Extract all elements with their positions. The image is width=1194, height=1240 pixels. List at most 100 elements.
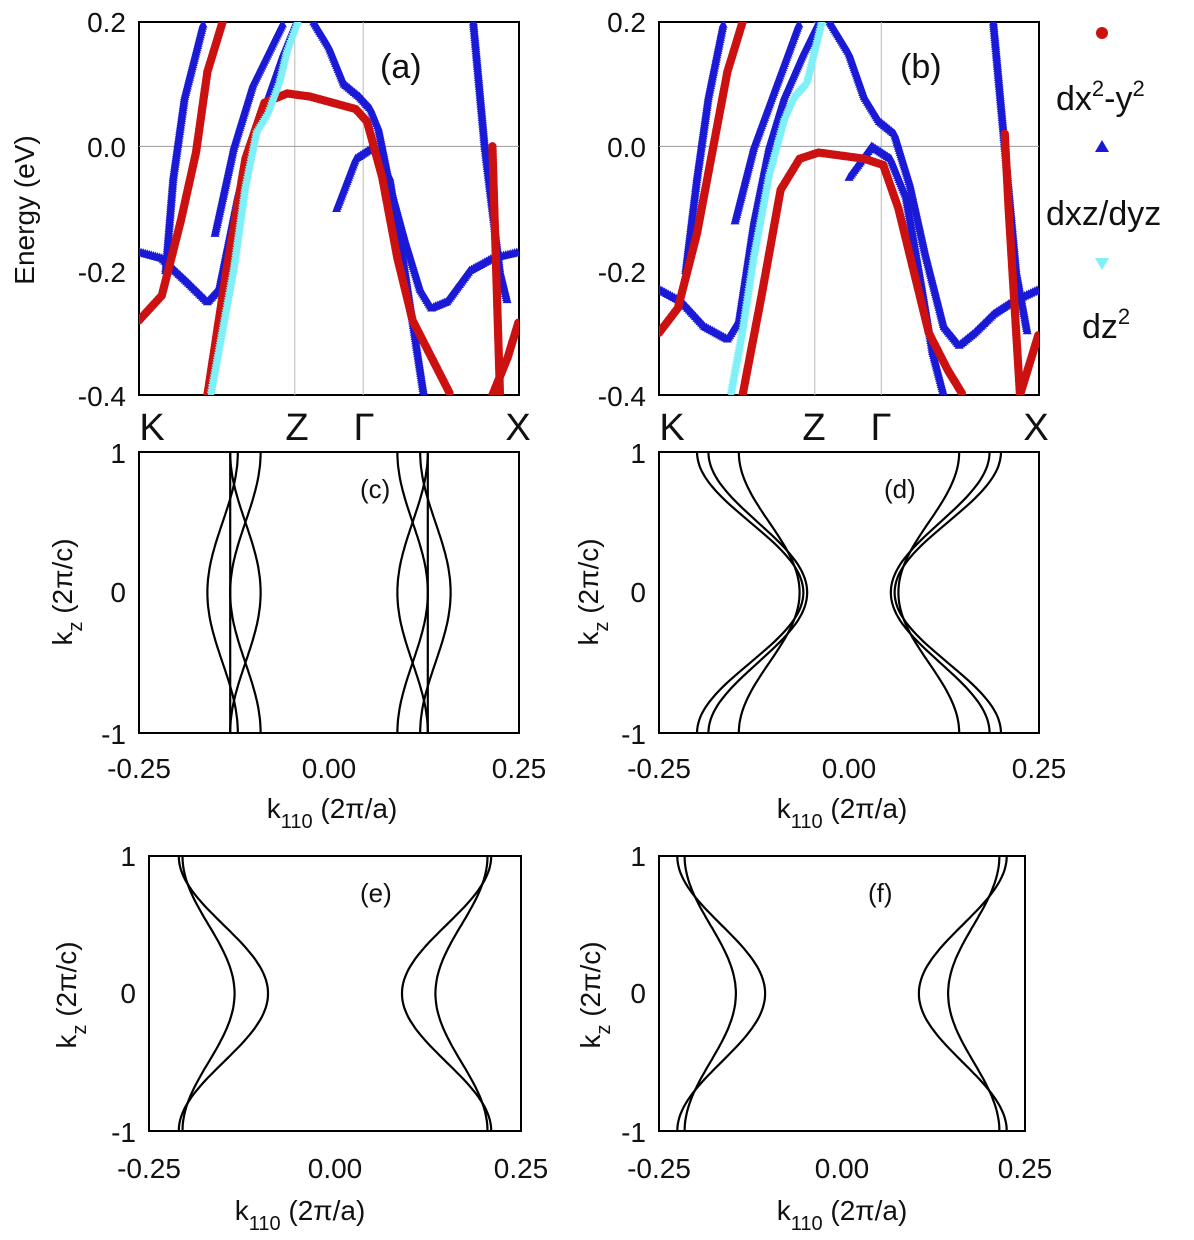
panel-a-xlabel-K: K — [139, 407, 164, 449]
legend-dx2y2-sup1: 2 — [1092, 76, 1104, 101]
panel-f-ylabel-rest: (2π/c) — [575, 941, 606, 1024]
legend-marker-dz2 — [1095, 258, 1109, 270]
panel-d-ytick-1: 1 — [630, 438, 646, 469]
panel-c-ylabel-sub: z — [65, 622, 87, 632]
band-point-dx2y2 — [219, 22, 227, 24]
band-point-dx2y2 — [741, 8, 749, 16]
panel-c-xlabel-rest: (2π/a) — [313, 793, 398, 824]
band-point-dx2y2 — [1034, 331, 1039, 340]
panel-e-xlabel: k110 (2π/a) — [235, 1195, 366, 1235]
panel-f-xtick--0.25: -0.25 — [627, 1153, 691, 1184]
panel-d-ytick-0: 0 — [630, 577, 646, 608]
fermi-surface-curve — [396, 452, 429, 733]
fermi-surface-curve — [676, 855, 767, 1132]
panel-e-ytick--1: -1 — [111, 1117, 136, 1148]
panel-a-ytick-0.0: 0.0 — [87, 132, 126, 163]
panel-d-xtick--0.25: -0.25 — [627, 753, 691, 784]
fermi-surface-curve — [229, 452, 262, 733]
panel-d-xtick-0.25: 0.25 — [1012, 753, 1067, 784]
panel-d-marks — [695, 451, 1003, 734]
band-point-dx2y2 — [220, 13, 228, 21]
panel-d: (d) 1 0 -1 -0.25 0.00 0.25 k110 (2π/a) k… — [573, 438, 1066, 833]
panel-b-label: (b) — [900, 48, 942, 86]
band-point-dx2y2 — [739, 22, 747, 24]
panel-f-xlabel: k110 (2π/a) — [777, 1195, 908, 1235]
panel-b-xlabel-Z: Z — [802, 407, 825, 449]
band-point-dxz — [794, 22, 804, 28]
panel-a-xlabel-X: X — [505, 407, 530, 449]
panel-a-ytick-0.2: 0.2 — [87, 7, 126, 38]
panel-b-bands — [659, 8, 1039, 395]
panel-b-xlabel-Gamma: Γ — [871, 407, 892, 449]
panel-c-ytick--1: -1 — [101, 719, 126, 750]
panel-e: (e) 1 0 -1 -0.25 0.00 0.25 k110 (2π/a) k… — [51, 841, 548, 1235]
panel-e-xlabel-sub: 110 — [249, 1213, 281, 1235]
fermi-surface-curve — [917, 855, 1008, 1132]
band-point-dxz — [198, 22, 208, 28]
panel-c: (c) 1 0 -1 -0.25 0.00 0.25 k110 (2π/a) k… — [47, 438, 546, 833]
panel-c-marks — [206, 452, 452, 733]
panel-d-ylabel-base: k — [573, 631, 604, 646]
panel-d-frame — [658, 451, 1040, 734]
panel-e-ytick-1: 1 — [120, 841, 136, 872]
legend-label-dxz: dxz/dyz — [1046, 195, 1161, 233]
panel-d-xlabel-rest: (2π/a) — [823, 793, 908, 824]
band-point-dx2y2 — [445, 388, 454, 395]
band-point-dxz — [1032, 285, 1039, 294]
panel-c-ytick-1: 1 — [110, 438, 126, 469]
panel-b-marks — [659, 8, 1039, 395]
panel-c-ylabel: kz (2π/c) — [47, 538, 87, 645]
panel-b-frame — [658, 21, 1040, 396]
band-point-dx2y2 — [740, 13, 748, 21]
legend-dz2-sup1: 2 — [1118, 304, 1130, 329]
legend: dx2-y2 dxz/dyz dz2 — [1046, 27, 1161, 346]
band-point-dx2y2 — [957, 388, 966, 395]
band-point-dxz — [939, 387, 948, 395]
band-point-dx2y2 — [1015, 388, 1025, 395]
fermi-surface-curve — [419, 452, 452, 733]
panel-f-ytick-1: 1 — [630, 841, 646, 872]
band-point-dz2 — [817, 22, 826, 30]
panel-c-ytick-0: 0 — [110, 577, 126, 608]
panel-e-ylabel-base: k — [51, 1034, 82, 1049]
panel-f-ylabel-base: k — [575, 1034, 606, 1049]
legend-label-dz2: dz2 — [1082, 304, 1130, 346]
panel-e-xtick-0.25: 0.25 — [494, 1153, 549, 1184]
panel-c-frame — [138, 451, 520, 734]
fermi-surface-curve — [229, 452, 262, 733]
panel-b-xlabel-X: X — [1023, 407, 1048, 449]
panel-c-ylabel-base: k — [47, 631, 78, 646]
panel-d-ytick--1: -1 — [621, 719, 646, 750]
panel-f-xtick-0.00: 0.00 — [815, 1153, 870, 1184]
fermi-surface-curve — [400, 855, 493, 1132]
panel-a: (a) 0.2 0.0 -0.2 -0.4 Energy (eV) K Z Γ … — [9, 7, 531, 449]
fermi-surface-curve — [946, 855, 1001, 1132]
panel-d-ylabel-sub: z — [591, 622, 613, 632]
fermi-surface-curve — [893, 451, 1003, 734]
panel-e-frame — [148, 855, 522, 1132]
band-point-dxz — [502, 294, 512, 304]
legend-marker-dxz — [1095, 140, 1109, 152]
fermi-surface-curve — [434, 855, 489, 1132]
legend-marker-dx2y2 — [1096, 27, 1108, 39]
band-point-dx2y2 — [741, 10, 749, 18]
fermi-surface-curve — [206, 452, 239, 733]
panel-d-ylabel: kz (2π/c) — [573, 538, 613, 645]
panel-e-xtick-0.00: 0.00 — [308, 1153, 363, 1184]
fermi-surface-curve — [897, 451, 961, 734]
panel-d-xtick-0.00: 0.00 — [822, 753, 877, 784]
fermi-surface-curve — [889, 451, 991, 734]
legend-dz2-base: dz — [1082, 308, 1118, 346]
panel-f-frame — [658, 855, 1026, 1132]
panel-e-label: (e) — [360, 878, 392, 908]
panel-a-xlabel-Z: Z — [285, 407, 308, 449]
panel-c-xlabel: k110 (2π/a) — [267, 793, 398, 833]
panel-e-ytick-0: 0 — [120, 978, 136, 1009]
panel-e-xtick--0.25: -0.25 — [117, 1153, 181, 1184]
panel-f-ylabel-sub: z — [593, 1025, 615, 1035]
panel-f-xtick-0.25: 0.25 — [998, 1153, 1053, 1184]
fermi-surface-curve — [707, 451, 809, 734]
panel-e-ylabel: kz (2π/c) — [51, 941, 91, 1048]
band-point-dz2 — [293, 22, 302, 30]
